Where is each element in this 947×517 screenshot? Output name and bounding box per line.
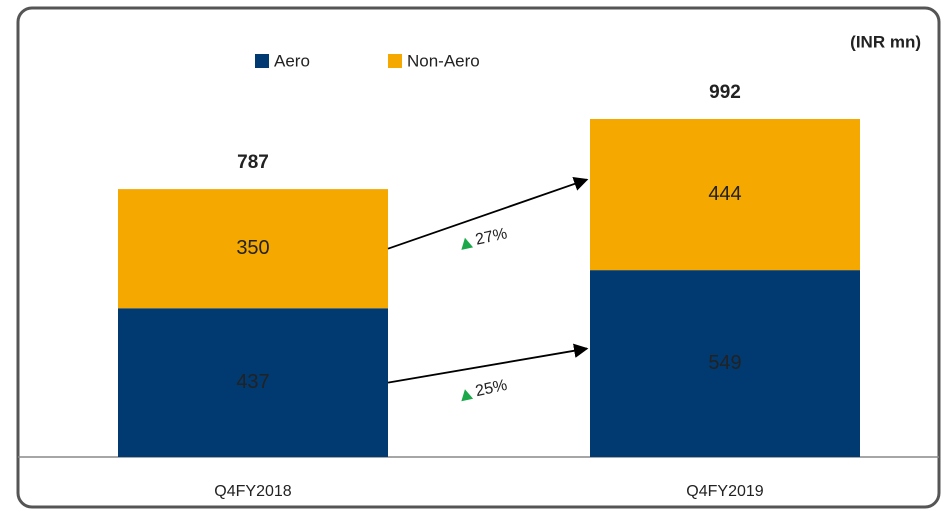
bar-segment [118, 308, 388, 457]
unit-label: (INR mn) [850, 32, 921, 51]
data-label: 549 [708, 352, 741, 374]
growth-triangle [461, 389, 474, 402]
bar-segment [590, 119, 860, 271]
legend-label: Aero [274, 51, 310, 70]
x-tick-label: Q4FY2018 [214, 483, 291, 500]
growth-annotation: 27% [461, 225, 509, 250]
growth-arrow [387, 177, 589, 250]
legend-swatch [255, 54, 269, 68]
data-label: 437 [236, 371, 269, 393]
legend-swatch [388, 54, 402, 68]
data-label: 350 [236, 237, 269, 259]
bar-segment [118, 189, 388, 309]
growth-annotation: 25% [461, 377, 509, 402]
legend-label: Non-Aero [407, 51, 480, 70]
bar-segment [590, 270, 860, 457]
total-label: 787 [237, 152, 269, 173]
growth-arrow [387, 343, 589, 384]
growth-label: 25% [474, 377, 509, 400]
data-label: 444 [708, 183, 741, 205]
growth-label: 27% [474, 225, 509, 248]
growth-triangle [461, 237, 474, 250]
x-tick-label: Q4FY2019 [686, 483, 763, 500]
total-label: 992 [709, 82, 741, 103]
